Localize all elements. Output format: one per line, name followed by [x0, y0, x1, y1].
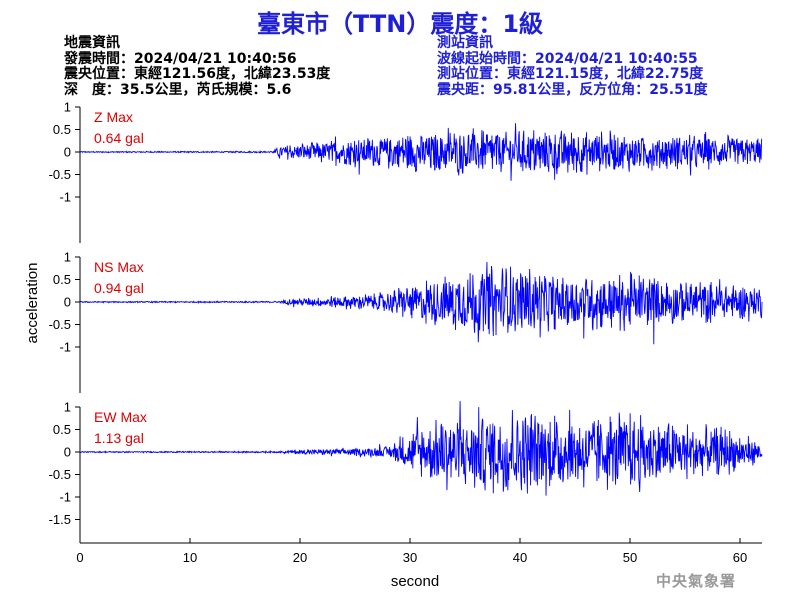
y-tick-label: -1.5 — [49, 512, 71, 527]
waveform-trace-ew — [79, 401, 763, 496]
y-tick-label: 0.5 — [53, 272, 71, 287]
station-location: 測站位置：東經121.15度，北緯22.75度 — [437, 66, 704, 82]
y-tick-label: 0 — [64, 145, 71, 160]
y-tick-label: 1 — [64, 100, 71, 115]
y-tick-label: 0.5 — [53, 422, 71, 437]
wave-start-time: 波線起始時間：2024/04/21 10:40:55 — [437, 50, 698, 67]
y-tick-label: -0.5 — [49, 167, 71, 182]
x-axis: 0 10 20 30 40 50 60 — [76, 538, 762, 565]
max-label: EW Max — [94, 409, 147, 425]
waveform-trace-z — [79, 123, 763, 181]
origin-time: 發震時間：2024/04/21 10:40:56 — [64, 50, 297, 67]
station-info-heading: 測站資訊 — [437, 35, 493, 51]
x-tick-label: 20 — [293, 550, 307, 565]
depth-magnitude: 深 度：35.5公里，芮氏規模：5.6 — [64, 81, 292, 98]
x-tick-label: 10 — [183, 550, 197, 565]
earthquake-info: 地震資訊 發震時間：2024/04/21 10:40:56 震央位置：東經121… — [64, 35, 331, 98]
y-axis-title: acceleration — [24, 263, 41, 344]
y-tick-label: 1 — [64, 250, 71, 265]
waveform-trace-ns — [79, 262, 763, 345]
epicenter-location: 震央位置：東經121.56度，北緯23.53度 — [64, 66, 331, 82]
y-tick-label: -1 — [59, 490, 71, 505]
max-value: 0.94 gal — [94, 280, 144, 296]
panel-ew: 1 0.5 0 -0.5 -1 -1.5 EW Max 1.13 gal — [49, 400, 763, 543]
y-tick-label: -0.5 — [49, 467, 71, 482]
panel-ns: 1 0.5 0 -0.5 -1 NS Max 0.94 gal — [49, 250, 763, 393]
page-title: 臺東市（TTN）震度：1級 — [256, 10, 544, 38]
station-info: 測站資訊 波線起始時間：2024/04/21 10:40:55 測站位置：東經1… — [437, 35, 708, 98]
x-tick-label: 40 — [513, 550, 527, 565]
panel-z: 1 0.5 0 -0.5 -1 Z Max 0.64 gal — [49, 100, 763, 243]
x-tick-label: 50 — [623, 550, 637, 565]
max-value: 0.64 gal — [94, 130, 144, 146]
y-tick-label: 0 — [64, 295, 71, 310]
y-tick-label: -1 — [59, 340, 71, 355]
x-axis-title: second — [391, 573, 439, 590]
x-tick-label: 30 — [403, 550, 417, 565]
agency-watermark: 中央氣象署 — [656, 572, 737, 590]
y-tick-label: 0 — [64, 445, 71, 460]
y-tick-label: 1 — [64, 400, 71, 415]
epicentral-distance: 震央距：95.81公里，反方位角：25.51度 — [437, 81, 708, 98]
max-label: NS Max — [94, 259, 144, 275]
max-label: Z Max — [94, 109, 133, 125]
max-value: 1.13 gal — [94, 430, 144, 446]
x-tick-label: 0 — [76, 550, 83, 565]
y-tick-label: -0.5 — [49, 317, 71, 332]
earthquake-info-heading: 地震資訊 — [64, 35, 120, 51]
y-tick-label: -1 — [59, 190, 71, 205]
x-tick-label: 60 — [733, 550, 747, 565]
y-tick-label: 0.5 — [53, 122, 71, 137]
